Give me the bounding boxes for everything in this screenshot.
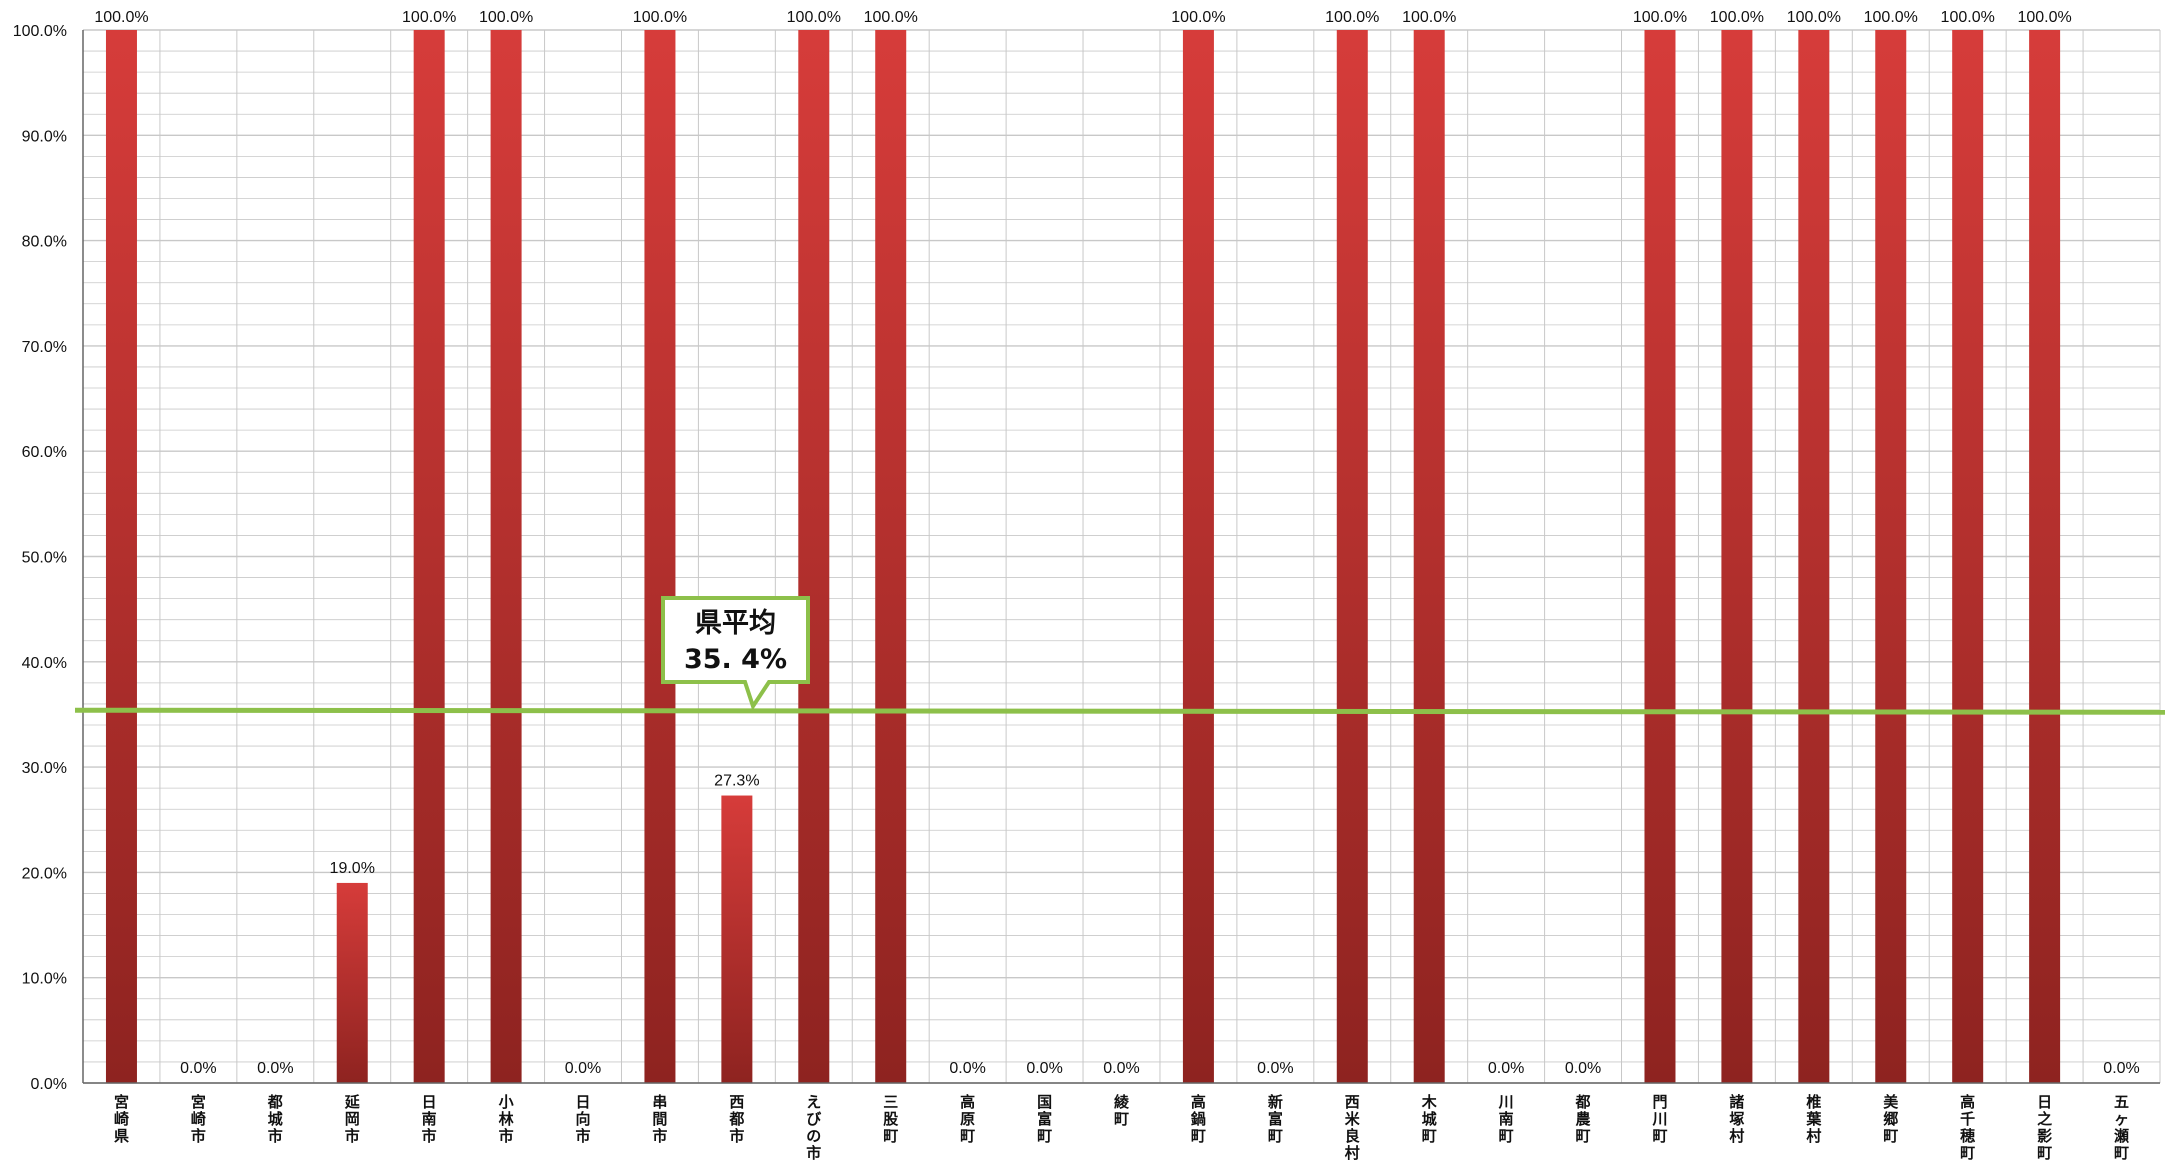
data-label: 0.0%	[565, 1060, 601, 1077]
average-label-title: 県平均	[695, 608, 776, 639]
data-label: 0.0%	[1103, 1060, 1139, 1077]
average-callout	[661, 596, 810, 711]
x-tick-label: 串間市	[652, 1093, 667, 1145]
bar	[1336, 30, 1368, 1083]
x-tick-label: 西米良村	[1345, 1093, 1361, 1162]
y-tick-label: 20.0%	[22, 865, 67, 882]
x-tick-label: 小林市	[499, 1093, 515, 1145]
x-tick-label: 国富町	[1037, 1093, 1052, 1145]
data-label: 100.0%	[864, 9, 918, 26]
x-tick-label: 木城町	[1421, 1093, 1438, 1145]
bars	[105, 30, 2061, 1083]
x-tick-label: 高鍋町	[1191, 1093, 1206, 1145]
bar	[1413, 30, 1445, 1083]
data-label: 0.0%	[257, 1060, 293, 1077]
bar	[1644, 30, 1676, 1083]
y-tick-label: 40.0%	[22, 655, 67, 672]
x-tick-label: 日之影町	[2037, 1093, 2052, 1162]
data-label: 100.0%	[2017, 9, 2071, 26]
y-tick-label: 90.0%	[22, 128, 67, 145]
x-tick-label: 都農町	[1575, 1093, 1591, 1145]
data-label: 100.0%	[402, 9, 456, 26]
y-tick-label: 60.0%	[22, 444, 67, 461]
data-label: 0.0%	[1026, 1060, 1062, 1077]
data-label: 100.0%	[1171, 9, 1225, 26]
data-label: 100.0%	[94, 9, 148, 26]
data-label: 100.0%	[1325, 9, 1379, 26]
y-tick-label: 80.0%	[22, 234, 67, 251]
data-label: 0.0%	[949, 1060, 985, 1077]
average-line	[74, 707, 2166, 715]
average-label-value: 35. 4%	[684, 644, 787, 675]
y-tick-label: 100.0%	[13, 23, 67, 40]
y-tick-label: 0.0%	[31, 1076, 67, 1093]
data-label: 100.0%	[787, 9, 841, 26]
x-tick-label: 高原町	[960, 1093, 975, 1145]
y-tick-label: 70.0%	[22, 339, 67, 356]
x-tick-label: 三股町	[883, 1093, 899, 1145]
axes	[82, 30, 2160, 1084]
x-tick-label: 延岡市	[344, 1093, 361, 1145]
bar	[798, 30, 830, 1083]
gridlines	[82, 29, 2161, 1084]
bar	[1798, 30, 1830, 1083]
bar	[875, 30, 907, 1083]
data-label: 100.0%	[1710, 9, 1764, 26]
bar	[1182, 30, 1214, 1083]
bar	[2029, 30, 2061, 1083]
data-label: 19.0%	[330, 860, 375, 877]
data-label: 0.0%	[180, 1060, 216, 1077]
x-tick-label: 門川町	[1651, 1093, 1667, 1145]
x-tick-label: 美郷町	[1883, 1093, 1899, 1145]
x-tick-label: えびの市	[806, 1093, 821, 1162]
y-tick-label: 50.0%	[22, 550, 67, 567]
data-label: 0.0%	[1488, 1060, 1524, 1077]
x-tick-label: 椎葉村	[1805, 1093, 1822, 1145]
x-tick-label: 宮崎市	[191, 1093, 206, 1145]
data-label: 0.0%	[1257, 1060, 1293, 1077]
data-label: 100.0%	[479, 9, 533, 26]
data-label: 100.0%	[1633, 9, 1687, 26]
data-label: 100.0%	[1941, 9, 1995, 26]
data-label: 27.3%	[714, 773, 759, 790]
bar	[336, 882, 368, 1083]
data-label: 0.0%	[1565, 1060, 1601, 1077]
x-tick-label: 日南市	[422, 1093, 437, 1145]
bar	[1952, 30, 1984, 1083]
labels: 0.0% 10.0% 20.0% 30.0% 40.0% 50.0% 60.0% 70.0% 8…	[13, 9, 2140, 1162]
data-label: 100.0%	[1864, 9, 1918, 26]
data-label: 100.0%	[1787, 9, 1841, 26]
x-tick-label: 日向市	[576, 1093, 591, 1145]
x-tick-label: 西都市	[728, 1093, 744, 1145]
bar	[644, 30, 676, 1083]
bar	[721, 795, 753, 1083]
x-tick-label: 五ヶ瀬町	[2114, 1093, 2129, 1162]
bar	[1721, 30, 1753, 1083]
data-label: 0.0%	[2103, 1060, 2139, 1077]
average-line-group: 県平均 35. 4%	[74, 596, 2166, 715]
y-tick-label: 30.0%	[22, 760, 67, 777]
x-tick-label: 都城市	[267, 1093, 283, 1145]
x-tick-label: 綾町	[1114, 1093, 1130, 1128]
bar	[105, 30, 137, 1083]
data-label: 100.0%	[1402, 9, 1456, 26]
x-tick-label: 新富町	[1268, 1093, 1283, 1145]
x-tick-label: 宮崎県	[114, 1093, 129, 1145]
bar	[413, 30, 445, 1083]
bar	[1875, 30, 1907, 1083]
x-tick-label: 川南町	[1498, 1093, 1514, 1145]
x-tick-label: 高千穂町	[1960, 1093, 1975, 1162]
x-tick-label: 諸塚村	[1729, 1093, 1744, 1145]
bar	[490, 30, 522, 1083]
y-tick-label: 10.0%	[22, 971, 67, 988]
data-label: 100.0%	[633, 9, 687, 26]
